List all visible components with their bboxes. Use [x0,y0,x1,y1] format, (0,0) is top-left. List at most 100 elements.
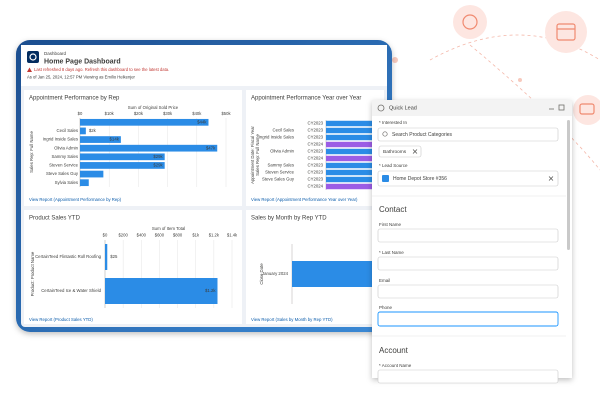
search-input[interactable] [377,127,559,142]
bar [80,127,86,135]
field-label: Phone [379,305,393,310]
chart-title: Sales by Month by Rep YTD [251,216,327,222]
year-label: CY2024 [307,184,323,189]
bar [80,136,121,143]
text-input[interactable] [377,228,559,243]
selected-pill[interactable] [378,145,422,158]
lead-source-value: Home Depot Store #356 [393,176,447,182]
data-label: $14k [110,137,120,142]
x-tick-label: $200 [118,233,128,238]
x-tick-label: $0 [103,233,108,238]
year-label: CY2024 [307,156,323,161]
as-of-text: As of Jan 25, 2024, 12:57 PM Viewing as … [27,75,136,80]
chat-icon [579,103,595,115]
year-label: CY2023 [307,135,323,140]
x-tick-label: $0 [78,111,83,116]
x-tick-label: $40k [192,111,202,116]
x-tick-label: $1.4k [227,233,238,238]
data-label: $44k [197,119,207,124]
scrollbar [567,120,570,250]
data-label: $1.2k [205,288,216,293]
x-tick-label: $600 [155,233,165,238]
y-tick-label: Sylvia Sales [55,180,78,185]
year-label: CY2023 [307,121,323,126]
lead-source-input[interactable] [377,170,559,187]
y-tick-label: Cecil Sales [57,128,79,133]
search-placeholder: Search Product Categories [392,132,453,138]
y-tick-label: Cecil Sales [273,128,295,133]
y-tick-label: Sammy Sales [267,163,294,168]
panel [24,210,242,324]
x-axis-title: Sum of Item Total [152,226,185,231]
y-tick-label: CertainTeed Ice & Water Shield [41,288,101,293]
section-heading: Contact [379,205,407,214]
calendar-icon [556,23,576,41]
dashed-arc [429,34,600,61]
x-tick-label: $20k [134,111,144,116]
field-label: * Interested In [379,120,408,125]
year-label: CY2023 [307,149,323,154]
bar [105,244,108,270]
y-axis-title: Product: Product Name [30,251,35,296]
chart-title: Product Sales YTD [29,216,81,222]
dashboard-icon [27,51,39,63]
y-tick-label: Olivia Admin [270,149,294,154]
y-axis-title: Close Date [259,263,264,285]
x-tick-label: $50k [221,111,231,116]
year-label: CY2023 [307,177,323,182]
x-tick-label: $400 [137,233,147,238]
data-label: $29k [153,154,163,159]
y-tick-label: January 2024 [262,271,289,276]
bar [80,170,104,178]
y-tick-label: Olivia Admin [54,145,78,150]
field-label: * Lead Source [379,163,408,168]
report-link[interactable]: View Report (Appointment Performance by … [29,197,122,202]
lead-icon [377,104,385,112]
chart-title: Appointment Performance by Rep [29,96,120,102]
clear-button[interactable] [548,176,554,181]
decorations [392,5,600,171]
y-tick-label: Steven Service [49,163,79,168]
y-tick-label: CertainTeed Flintastic Roll Roofing [35,254,102,259]
y-tick-label: Steven Service [265,170,295,175]
selected-pill-text: Bathrooms [383,149,407,155]
popout-button[interactable] [558,104,565,111]
text-input[interactable] [377,256,559,271]
dashboard-icon [29,53,37,61]
icon-circle [573,95,600,125]
year-label: CY2023 [307,163,323,168]
year-label: CY2023 [307,128,323,133]
text-input[interactable] [377,284,559,299]
y-tick-label: Ingrid Inside Sales [259,135,294,140]
y-tick-label: Steve Sales Guy [262,177,295,182]
data-label: $47k [206,145,216,150]
y-tick-label: Sammy Sales [51,154,78,159]
data-label: $29k [153,163,163,168]
field-label: * Account Name [379,363,412,368]
pill-remove[interactable] [412,149,418,154]
text-input[interactable] [377,369,559,384]
y-axis-title: Sales Rep: Full Name [29,130,34,172]
bar [80,179,89,187]
search-icon [382,131,388,137]
x-tick-label: $1k [192,233,200,238]
year-label: CY2024 [307,142,323,147]
dot [518,78,522,82]
report-link[interactable]: View Report (Sales by Month by Rep YTD) [251,317,333,322]
dashboard-header [21,45,387,86]
x-tick-label: $1.2k [209,233,220,238]
warning-icon [27,67,32,72]
field-label: Email [379,278,390,283]
report-link[interactable]: View Report (Appointment Performance Yea… [251,197,358,202]
section-heading: Account [379,346,409,355]
x-tick-label: $30k [163,111,173,116]
bar [80,162,165,169]
x-tick-label: $800 [173,233,183,238]
x-axis-title: Sum of Original Sold Price [128,105,179,110]
y-axis-title: Appointment Date: Fiscal Year [250,126,255,184]
text-input-focused[interactable] [377,311,559,327]
y-tick-label: Steve Sales Guy [46,171,79,176]
report-link[interactable]: View Report (Product Sales YTD) [29,317,93,322]
